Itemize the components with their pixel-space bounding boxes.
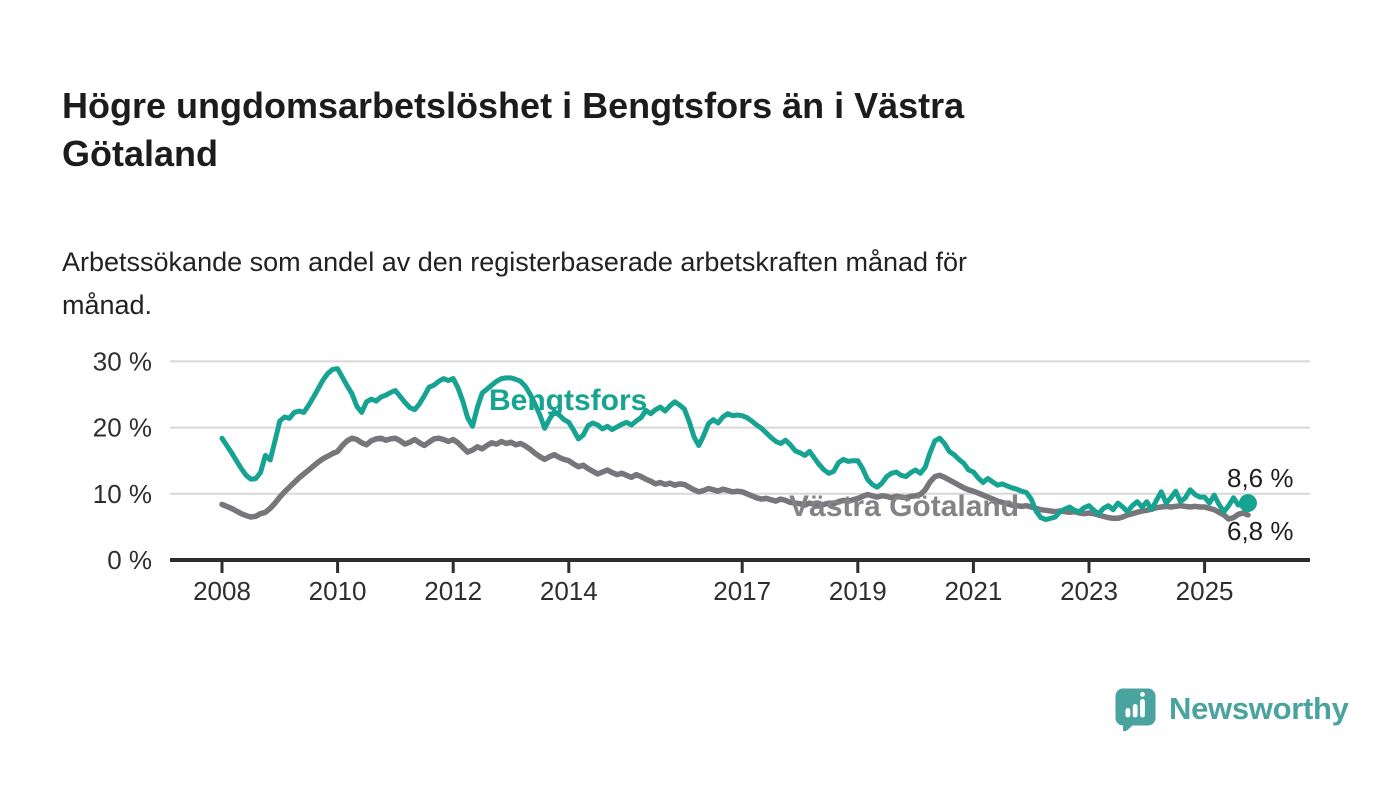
y-tick-label: 10 % bbox=[93, 479, 152, 509]
y-tick-label: 30 % bbox=[93, 346, 152, 376]
series-line-bengtsfors bbox=[219, 366, 1251, 523]
x-tick-label: 2008 bbox=[193, 576, 251, 606]
page-title: Högre ungdomsarbetslöshet i Bengtsfors ä… bbox=[62, 85, 965, 174]
chart-subtitle: Arbetssökande som andel av den registerb… bbox=[62, 247, 968, 321]
line-chart: 0 % 10 % 20 % 30 % 2008 2010 2012 2014 2017 2019 2… bbox=[0, 330, 1400, 630]
x-tick-label: 2014 bbox=[540, 576, 598, 606]
chart-canvas: 0 % 10 % 20 % 30 % 2008 2010 2012 2014 2017 2019 2… bbox=[93, 346, 1310, 606]
y-tick-label: 0 % bbox=[107, 545, 152, 575]
x-tick-label: 2023 bbox=[1060, 576, 1118, 606]
series-label-vastra-gotaland: Västra Götaland bbox=[789, 490, 1020, 523]
series-line-v-stra-g-taland bbox=[219, 435, 1251, 522]
x-tick-label: 2010 bbox=[309, 576, 367, 606]
x-tick-label: 2021 bbox=[944, 576, 1002, 606]
exclamation-dot bbox=[1140, 692, 1145, 697]
x-tick-label: 2012 bbox=[424, 576, 482, 606]
series-label-bengtsfors: Bengtsfors bbox=[489, 384, 648, 417]
newsworthy-logo: Newsworthy bbox=[1113, 686, 1349, 731]
x-tick-label: 2019 bbox=[829, 576, 887, 606]
x-tick-label: 2017 bbox=[713, 576, 771, 606]
newsworthy-logo-icon bbox=[1115, 688, 1156, 731]
y-tick-label: 20 % bbox=[93, 413, 152, 443]
bar-chart-glyph bbox=[1125, 692, 1145, 718]
newsworthy-logo-text: Newsworthy bbox=[1169, 690, 1349, 726]
x-tick-label: 2025 bbox=[1176, 576, 1234, 606]
end-value-bengtsfors: 8,6 % bbox=[1227, 463, 1294, 493]
end-value-vastra-gotaland: 6,8 % bbox=[1227, 516, 1294, 546]
series-end-dot bbox=[1238, 494, 1257, 513]
